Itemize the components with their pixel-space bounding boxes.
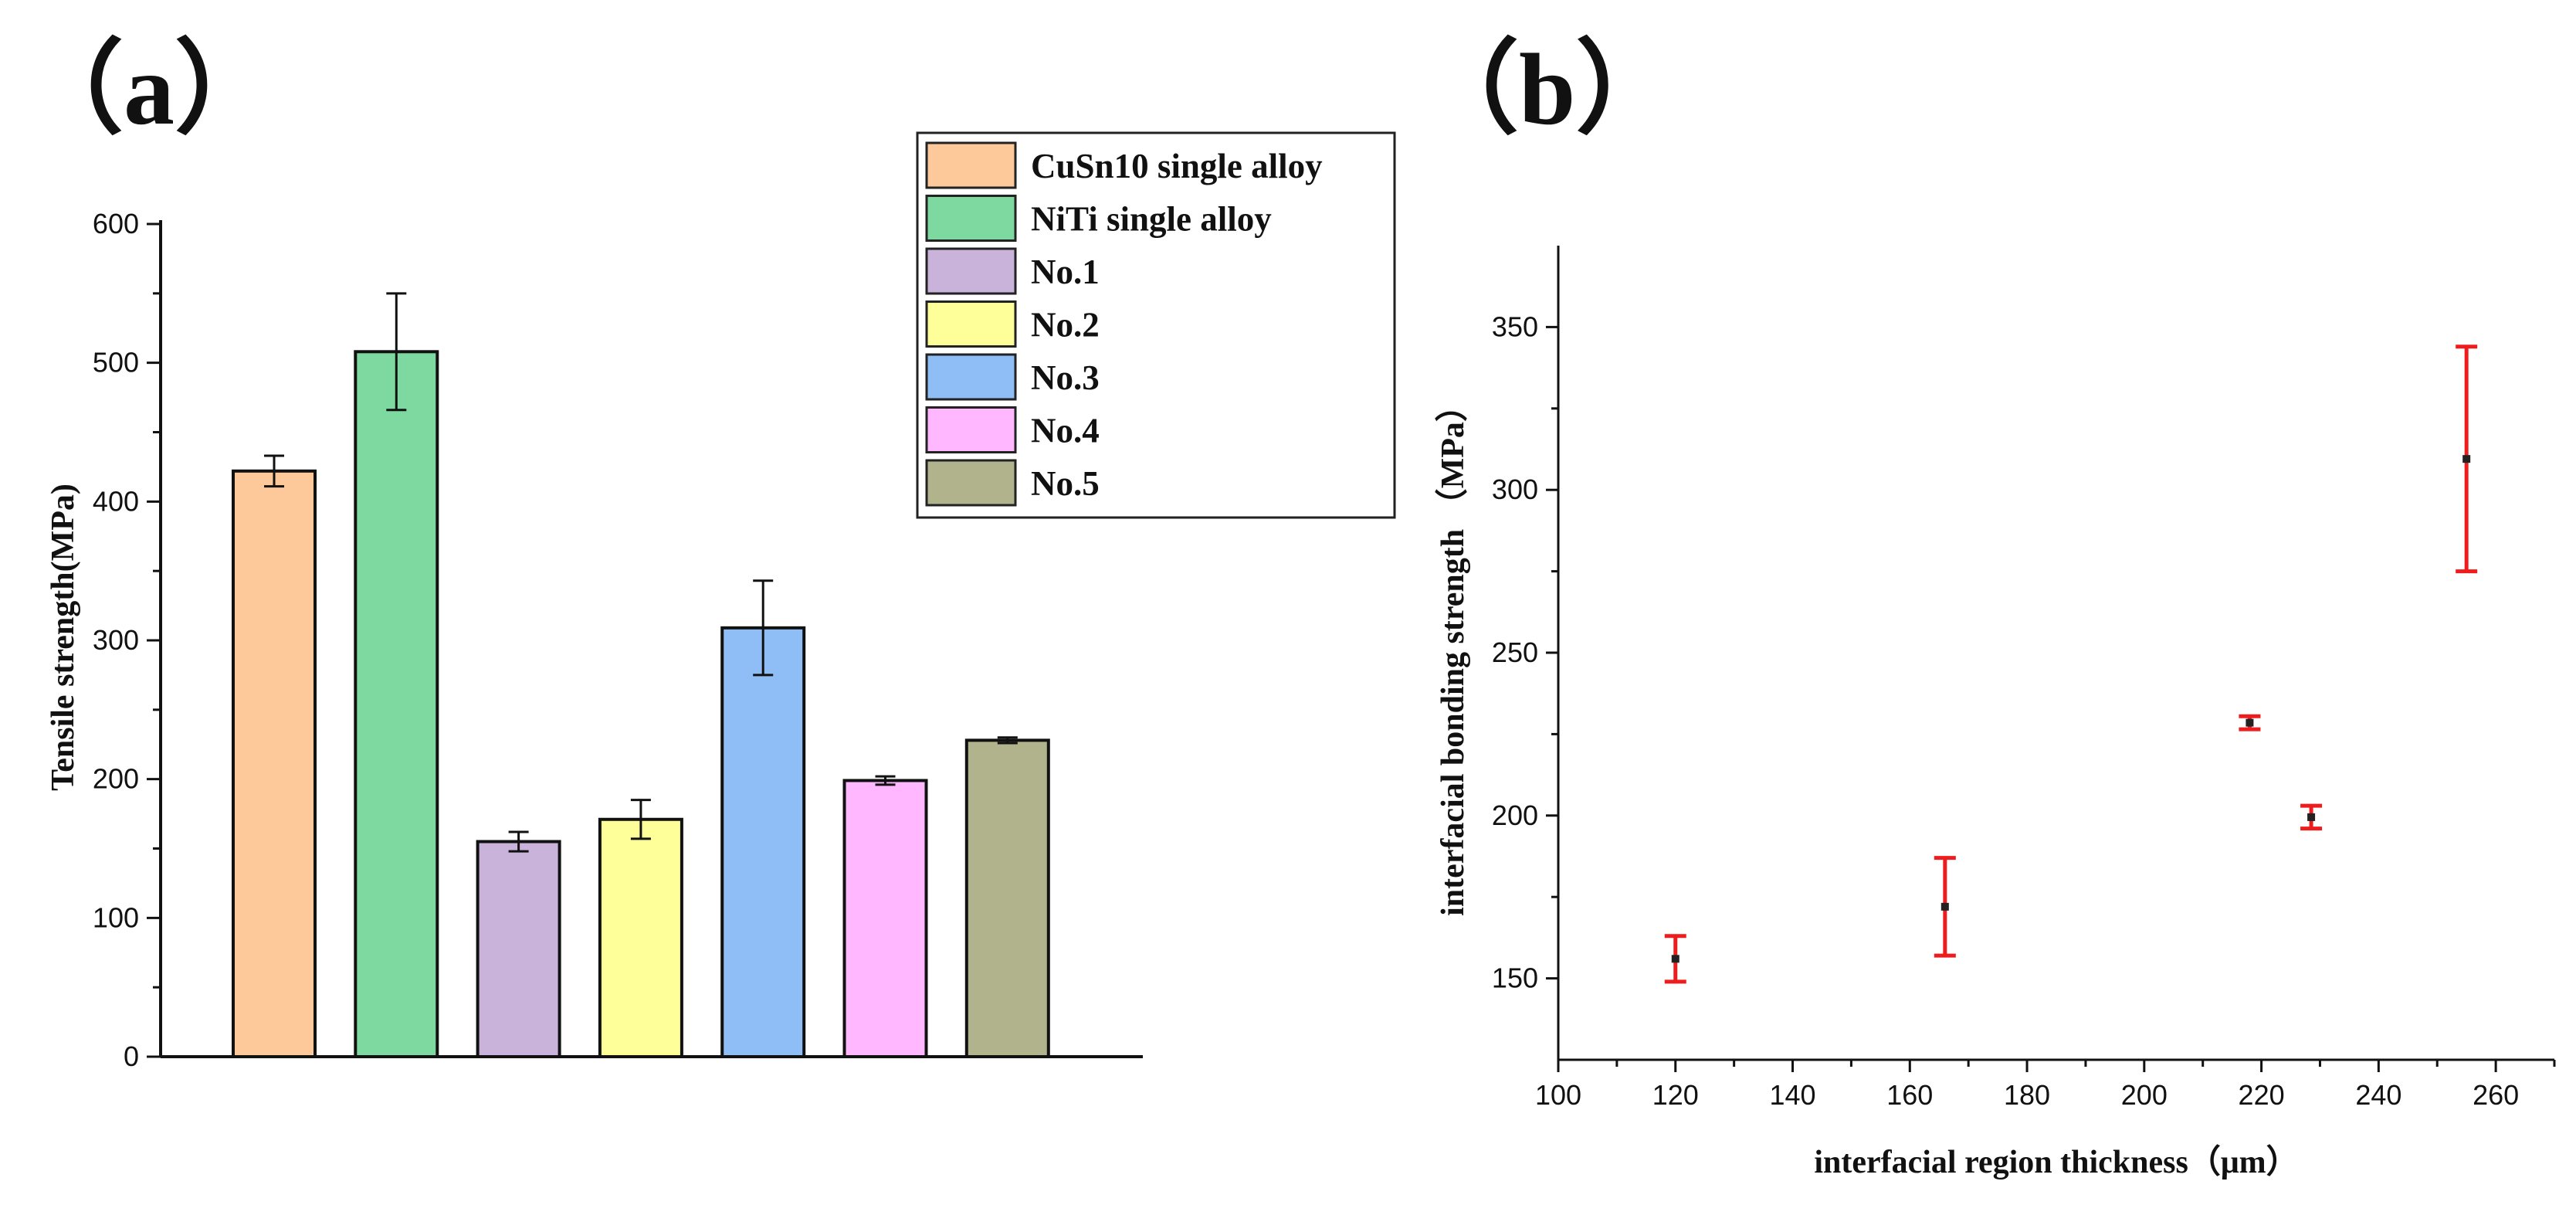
legend-label: No.4	[1031, 412, 1100, 450]
y-tick-label: 300	[1492, 474, 1538, 505]
legend-swatch	[925, 459, 1017, 507]
legend-label: No.5	[1031, 464, 1100, 503]
y-tick-label: 200	[1492, 799, 1538, 831]
data-point	[2307, 813, 2316, 821]
bar	[720, 626, 806, 1058]
x-tick-label: 260	[2473, 1079, 2519, 1111]
y-tick-label: 150	[1492, 962, 1538, 994]
data-point	[1671, 955, 1679, 963]
data-point	[2246, 718, 2254, 727]
y-tick-label: 250	[1492, 636, 1538, 668]
bar	[964, 738, 1050, 1058]
panel-a-bar-chart: （a） 0 100 200 300 400 500 600 Tensile strength…	[22, 32, 1396, 1072]
legend-swatch	[925, 353, 1017, 401]
x-tick-label: 200	[2121, 1079, 2168, 1111]
y-tick-label: 200	[93, 763, 139, 795]
bar	[598, 817, 683, 1059]
legend-label: No.3	[1031, 358, 1100, 397]
bar	[232, 469, 317, 1058]
panel-b-scatter-chart: （b） 100 120 140 160 180 200 220 240 260 150 200 25…	[1417, 32, 2556, 1180]
y-axis-ticks: 150 200 250 300 350	[1492, 311, 1558, 994]
y-tick-label: 400	[93, 485, 139, 517]
legend-label: CuSn10 single alloy	[1031, 147, 1323, 185]
bar	[476, 840, 561, 1059]
legend-swatch	[925, 195, 1017, 242]
legend-swatch	[925, 247, 1017, 295]
legend-swatch	[925, 406, 1017, 453]
x-axis-ticks: 100 120 140 160 180 200 220 240 260	[1535, 1060, 2556, 1111]
x-tick-label: 180	[2004, 1079, 2050, 1111]
y-axis-title: interfacial bonding strength （MPa）	[1435, 389, 1471, 916]
data-point	[2462, 455, 2471, 463]
legend-label: No.1	[1031, 253, 1100, 291]
x-tick-label: 100	[1535, 1079, 1581, 1111]
y-axis-title: Tensile strength(MPa)	[46, 484, 81, 791]
x-tick-label: 120	[1652, 1079, 1699, 1111]
y-tick-label: 350	[1492, 311, 1538, 342]
bar	[354, 350, 439, 1058]
x-tick-label: 140	[1769, 1079, 1815, 1111]
y-tick-label: 600	[93, 208, 139, 239]
y-tick-label: 0	[124, 1040, 139, 1072]
legend-label: NiTi single alloy	[1031, 200, 1272, 239]
legend-label: No.2	[1031, 306, 1100, 345]
data-points	[1664, 345, 2478, 984]
x-axis-title: interfacial region thickness（μm）	[1814, 1144, 2298, 1180]
legend-swatch	[925, 300, 1017, 348]
legend: CuSn10 single alloy NiTi single alloy No.1…	[916, 131, 1396, 519]
data-point	[1940, 902, 1949, 911]
y-tick-label: 500	[93, 347, 139, 378]
x-tick-label: 160	[1886, 1079, 1933, 1111]
y-tick-label: 100	[93, 901, 139, 933]
y-axis-ticks: 0 100 200 300 400 500 600	[93, 208, 161, 1072]
panel-b-label: （b）	[1417, 32, 1677, 146]
panel-a-label: （a）	[22, 32, 276, 146]
x-tick-label: 240	[2355, 1079, 2401, 1111]
legend-swatch	[925, 141, 1017, 189]
y-tick-label: 300	[93, 624, 139, 656]
x-tick-label: 220	[2239, 1079, 2285, 1111]
bars	[232, 292, 1050, 1059]
bar	[842, 779, 928, 1058]
